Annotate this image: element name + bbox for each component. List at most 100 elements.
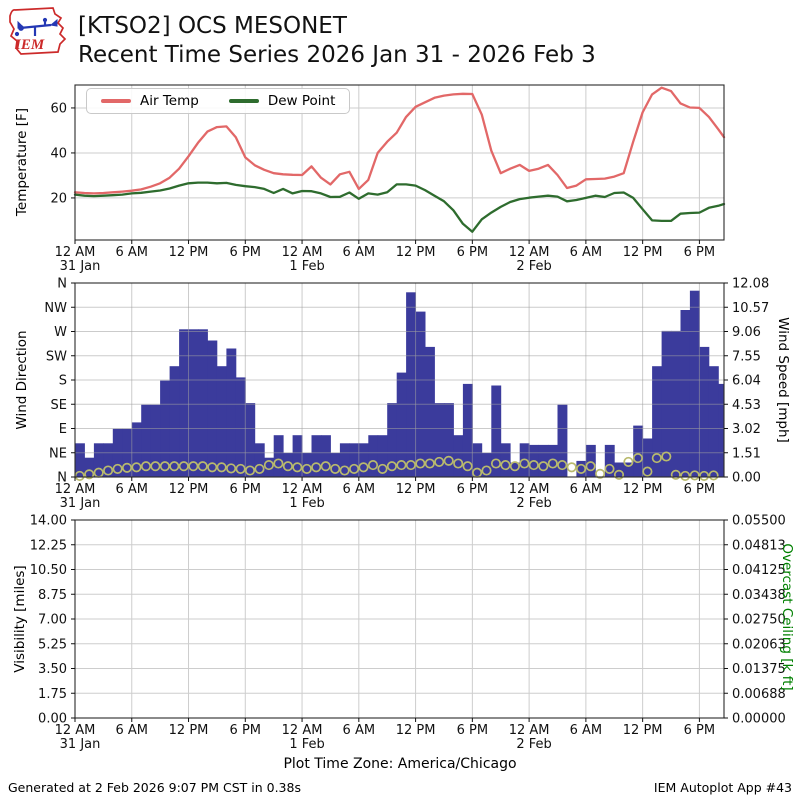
wind-direction-marker (490, 458, 502, 469)
y-tick-label: W (54, 325, 67, 340)
x-date-label: 1 Feb (289, 496, 324, 511)
visibility-grid (74, 520, 724, 718)
wind-direction-marker (263, 460, 274, 471)
wind-speed-bar (311, 435, 322, 477)
x-tick-label: 6 PM (684, 482, 715, 497)
wind-speed-bar (169, 366, 180, 477)
wind-speed-bar (462, 383, 473, 477)
x-tick-label: 6 PM (457, 482, 488, 497)
wind-speed-bar (339, 443, 350, 477)
wind-direction-marker (84, 469, 95, 480)
x-tick-label: 6 AM (570, 482, 603, 497)
x-tick-label: 12 PM (396, 245, 436, 260)
x-tick-label: 12 AM (55, 723, 96, 738)
wind-direction-marker (339, 465, 350, 476)
y-tick-label: SW (46, 349, 67, 364)
y-tick-label: 10.50 (30, 563, 67, 578)
wind-speed-bar (472, 443, 483, 477)
x-tick-label: 12 AM (282, 245, 323, 260)
x-tick-label: 12 AM (282, 482, 323, 497)
x-tick-label: 12 PM (169, 482, 209, 497)
wind-direction-marker (576, 463, 587, 474)
y-tick-label: 9.06 (732, 325, 761, 340)
x-date-label: 31 Jan (60, 259, 101, 274)
y-tick-label: 0.05500 (732, 514, 786, 529)
y-tick-label: 3.50 (38, 662, 67, 677)
wind-direction-marker (311, 462, 322, 473)
dew-point-line (73, 181, 726, 233)
y-tick-label: 20 (50, 191, 67, 206)
y-tick-label: 7.55 (732, 349, 761, 364)
y-tick-label: 14.00 (30, 514, 67, 529)
wind-speed-bar (264, 457, 275, 477)
wind-direction-marker (585, 461, 596, 472)
x-tick-label: 12 PM (623, 482, 663, 497)
air-temp-swatch (101, 99, 131, 103)
wind-speed-bar (623, 462, 634, 477)
wind-panel: N NE E SE S SW W NW N 0.00 1.51 3.02 4.53 6.04 7.55 9.0… (44, 277, 769, 512)
wind-speed-bar (75, 443, 85, 477)
wind-speed-bar (179, 329, 189, 477)
x-tick-label: 6 AM (116, 482, 149, 497)
y-tick-label: 0.00688 (732, 687, 786, 702)
x-date-label: 1 Feb (289, 259, 324, 274)
iowa-state-shape (9, 7, 67, 55)
wind-speed-bar (141, 404, 152, 477)
wind-speed-bar (188, 329, 199, 477)
wind-speed-bars (75, 290, 724, 477)
wind-direction-marker (443, 455, 454, 466)
wind-direction-marker (273, 458, 284, 469)
wind-speed-bar (614, 462, 625, 477)
page-subtitle: Recent Time Series 2026 Jan 31 - 2026 Fe… (78, 42, 596, 68)
app-credit: IEM Autoplot App #43 (653, 780, 792, 795)
wind-direction-marker (207, 462, 218, 473)
wind-direction-marker (566, 462, 577, 473)
x-tick-label: 12 PM (396, 723, 436, 738)
wind-direction-marker (670, 469, 681, 480)
wind-speed-bar (642, 438, 653, 477)
x-tick-label: 12 AM (55, 245, 96, 260)
wind-direction-marker (112, 463, 123, 474)
wind-direction-marker (349, 463, 360, 474)
wind-direction-marker (197, 461, 208, 472)
y-tick-label: 3.02 (732, 422, 761, 437)
x-tick-label: 6 AM (343, 723, 376, 738)
wind-direction-marker (330, 463, 341, 474)
x-tick-label: 6 AM (570, 245, 603, 260)
wind-speed-bar (207, 340, 218, 477)
x-tick-label: 6 PM (457, 245, 488, 260)
wind-direction-axis-label: Wind Direction (14, 330, 30, 430)
iem-logo-text: IEM (14, 37, 45, 53)
wind-speed-bar (585, 444, 596, 477)
dew-point-swatch (228, 99, 259, 103)
y-tick-label: 7.00 (38, 613, 67, 628)
wind-direction-marker (661, 451, 672, 462)
wind-speed-bar (235, 377, 246, 477)
wind-direction-marker (292, 462, 303, 473)
x-tick-label: 12 PM (623, 245, 663, 260)
wind-direction-marker (642, 466, 653, 477)
wind-direction-marker (689, 470, 700, 481)
wind-direction-marker (538, 461, 549, 472)
wind-direction-marker (632, 453, 643, 464)
overcast-ceiling-axis-label: Overcast Ceiling [k ft] (779, 543, 795, 691)
y-tick-label: 0.01375 (732, 662, 786, 677)
weather-vane-icon (14, 17, 58, 37)
wind-direction-marker (244, 465, 256, 476)
wind-direction-marker (595, 468, 606, 479)
wind-speed-bar (84, 457, 95, 477)
x-tick-label: 12 AM (509, 723, 550, 738)
x-tick-label: 6 PM (230, 245, 261, 260)
wind-speed-bar (604, 444, 615, 477)
y-tick-label: 0.03438 (732, 588, 786, 603)
x-tick-label: 6 PM (230, 723, 261, 738)
legend-item-air-temp: Air Temp (101, 93, 199, 109)
x-date-label: 31 Jan (60, 737, 101, 752)
y-tick-label: 8.75 (38, 588, 67, 603)
wind-speed-bar (444, 403, 454, 477)
wind-direction-marker (169, 461, 180, 472)
wind-direction-marker (481, 465, 492, 476)
wind-direction-marker (188, 461, 199, 472)
legend-label: Dew Point (267, 93, 336, 109)
